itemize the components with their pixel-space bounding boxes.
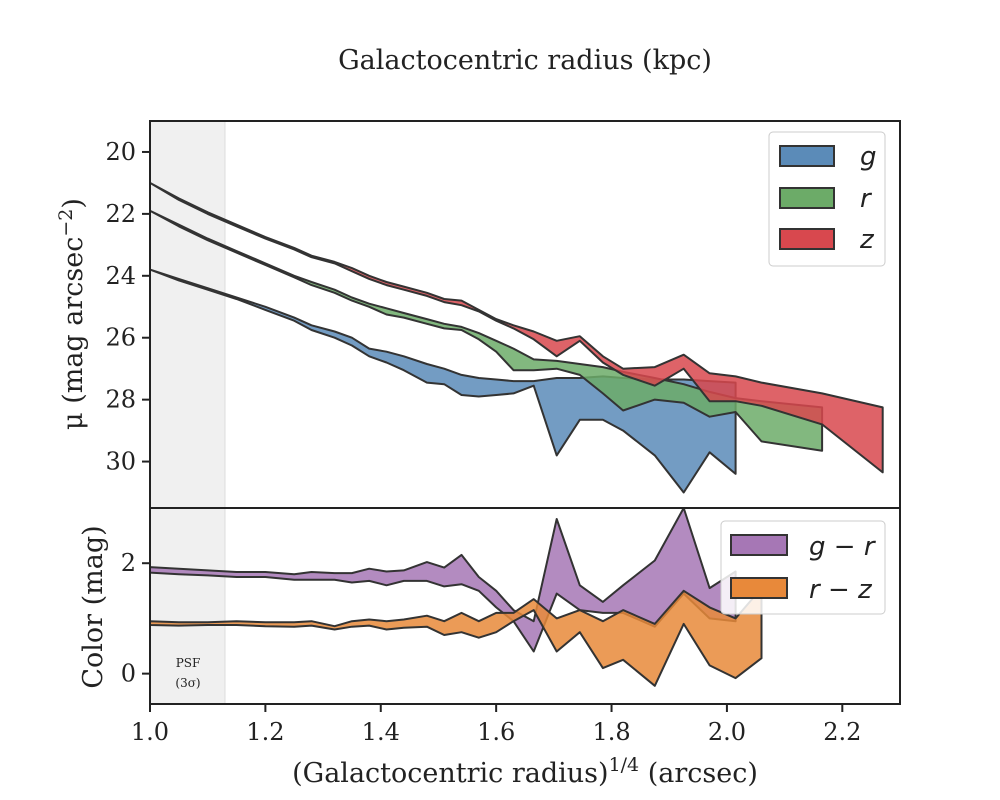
color-panel-frame bbox=[149, 507, 901, 705]
surface-brightness-y-axis-title: μ (mag arcsec−2) bbox=[55, 198, 89, 430]
legend-label-g-minus-r: g − r bbox=[809, 532, 877, 562]
psf-sigma-label: (3σ) bbox=[175, 676, 200, 690]
x-tick-label: 1.8 bbox=[592, 718, 630, 746]
bottom-x-axis-title: (Galactocentric radius)1/4 (arcsec) bbox=[292, 754, 758, 789]
y-tick-label: 22 bbox=[105, 200, 136, 228]
color-band-r-z bbox=[150, 587, 763, 687]
y-tick-label: 28 bbox=[105, 386, 136, 414]
x-tick-label: 1.6 bbox=[477, 718, 515, 746]
top-axis-title: Galactocentric radius (kpc) bbox=[338, 45, 712, 76]
legend-swatch-z bbox=[779, 228, 835, 250]
y-tick-label: 24 bbox=[105, 262, 136, 290]
surface-brightness-band-g bbox=[150, 268, 737, 494]
surface-brightness-band-r bbox=[150, 209, 824, 452]
psf-region bbox=[149, 120, 226, 705]
psf-label: PSF bbox=[176, 656, 201, 670]
color-y-axis-title: Color (mag) bbox=[78, 525, 109, 688]
legend-swatch-g-minus-r bbox=[730, 534, 788, 556]
legend-swatch-r-minus-z bbox=[730, 577, 788, 599]
x-tick-label: 1.2 bbox=[246, 718, 284, 746]
surface-brightness-legend: g r z bbox=[768, 131, 886, 267]
legend-label-r: r bbox=[860, 184, 873, 214]
y-tick-label: 26 bbox=[105, 324, 136, 352]
x-tick-label: 2.2 bbox=[823, 718, 861, 746]
legend-label-g: g bbox=[860, 142, 877, 172]
y-tick-label: 30 bbox=[105, 448, 136, 476]
x-tick-label: 1.4 bbox=[362, 718, 400, 746]
color-y-tick-label: 2 bbox=[121, 549, 136, 577]
legend-swatch-r bbox=[779, 187, 835, 209]
color-legend: g − r r − z bbox=[720, 520, 886, 615]
legend-swatch-g bbox=[779, 145, 835, 167]
legend-label-r-minus-z: r − z bbox=[809, 575, 873, 605]
x-tick-label: 2.0 bbox=[708, 718, 746, 746]
surface-brightness-band-z bbox=[150, 181, 884, 474]
y-tick-label: 20 bbox=[105, 138, 136, 166]
x-tick-label: 1.0 bbox=[131, 718, 169, 746]
color-y-tick-label: 0 bbox=[121, 660, 136, 688]
legend-label-z: z bbox=[859, 225, 875, 255]
